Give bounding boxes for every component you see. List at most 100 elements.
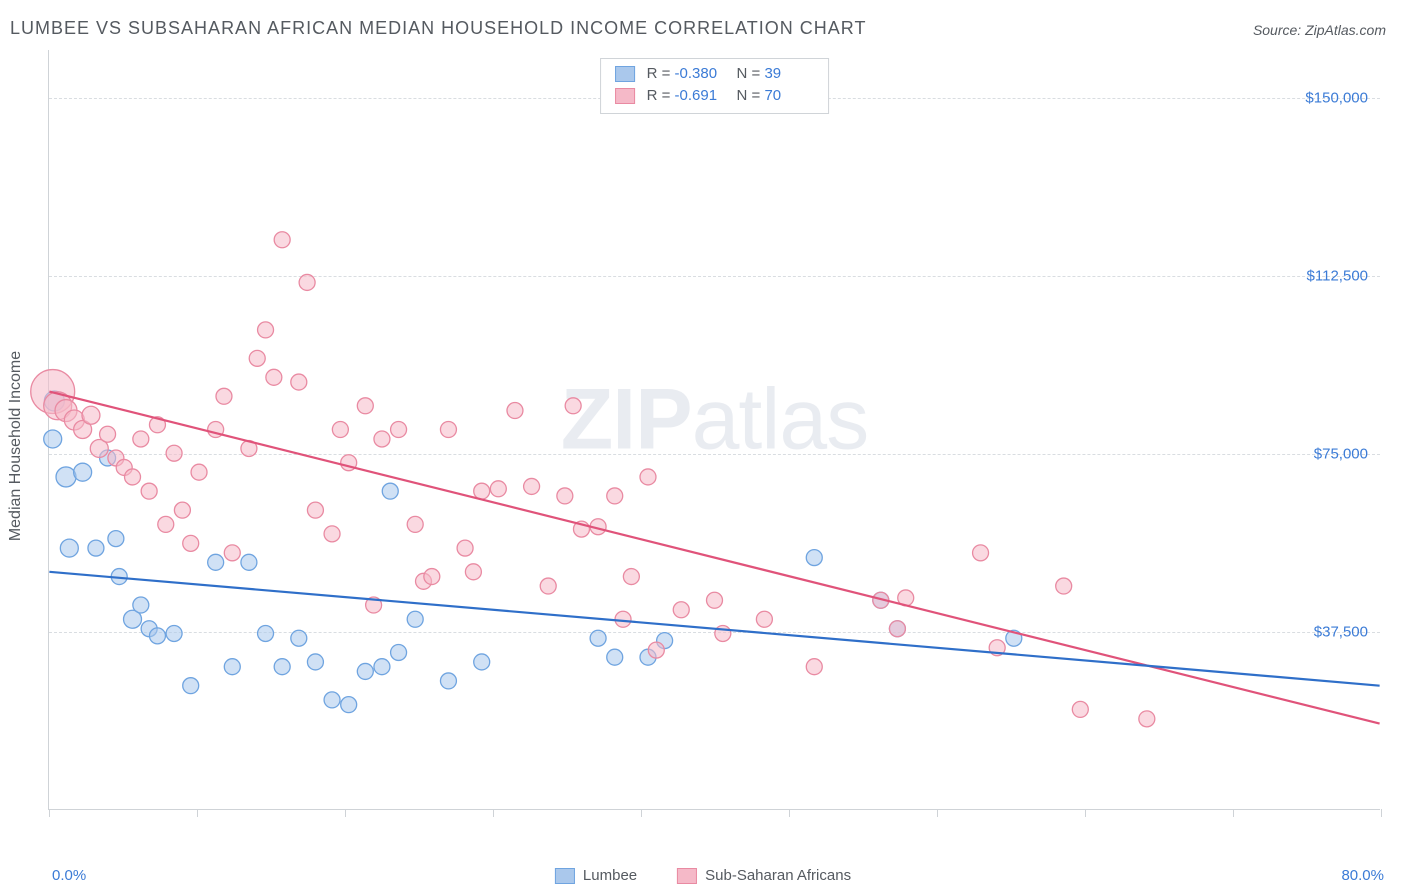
- correlation-legend: R = -0.380 N = 39 R = -0.691 N = 70: [600, 58, 830, 114]
- chart-container: LUMBEE VS SUBSAHARAN AFRICAN MEDIAN HOUS…: [0, 0, 1406, 892]
- n-value-subsaharan: 70: [764, 85, 814, 107]
- r-label: R =: [647, 65, 671, 82]
- lumbee-point: [208, 554, 224, 570]
- lumbee-trendline: [49, 572, 1379, 686]
- xtick: [789, 809, 790, 817]
- subsaharan-point: [141, 483, 157, 499]
- xtick: [49, 809, 50, 817]
- subsaharan-point: [623, 569, 639, 585]
- legend-swatch-subsaharan: [677, 868, 697, 884]
- legend-item-lumbee: Lumbee: [555, 867, 637, 884]
- lumbee-point: [341, 697, 357, 713]
- subsaharan-point: [183, 535, 199, 551]
- subsaharan-point: [424, 569, 440, 585]
- subsaharan-point: [607, 488, 623, 504]
- lumbee-point: [224, 659, 240, 675]
- lumbee-point: [374, 659, 390, 675]
- subsaharan-point: [391, 422, 407, 438]
- legend-swatch-lumbee: [555, 868, 575, 884]
- subsaharan-point: [524, 478, 540, 494]
- source-label: Source: ZipAtlas.com: [1253, 22, 1386, 38]
- subsaharan-point: [191, 464, 207, 480]
- lumbee-point: [88, 540, 104, 556]
- xtick: [1085, 809, 1086, 817]
- legend-label-subsaharan: Sub-Saharan Africans: [705, 867, 851, 884]
- subsaharan-point: [648, 642, 664, 658]
- subsaharan-point: [440, 422, 456, 438]
- lumbee-point: [474, 654, 490, 670]
- lumbee-point: [241, 554, 257, 570]
- subsaharan-point: [133, 431, 149, 447]
- lumbee-point: [133, 597, 149, 613]
- corr-row-subsaharan: R = -0.691 N = 70: [615, 85, 815, 107]
- lumbee-point: [44, 430, 62, 448]
- lumbee-point: [60, 539, 78, 557]
- lumbee-point: [357, 663, 373, 679]
- lumbee-point: [274, 659, 290, 675]
- subsaharan-point: [324, 526, 340, 542]
- xtick: [937, 809, 938, 817]
- subsaharan-point: [224, 545, 240, 561]
- series-legend: Lumbee Sub-Saharan Africans: [555, 867, 851, 884]
- subsaharan-point: [465, 564, 481, 580]
- subsaharan-point: [756, 611, 772, 627]
- lumbee-point: [407, 611, 423, 627]
- subsaharan-point: [158, 516, 174, 532]
- chart-title: LUMBEE VS SUBSAHARAN AFRICAN MEDIAN HOUS…: [10, 18, 866, 39]
- subsaharan-point: [100, 426, 116, 442]
- subsaharan-point: [307, 502, 323, 518]
- xtick: [493, 809, 494, 817]
- subsaharan-point: [274, 232, 290, 248]
- lumbee-point: [307, 654, 323, 670]
- r-value-subsaharan: -0.691: [675, 85, 725, 107]
- swatch-lumbee: [615, 66, 635, 82]
- subsaharan-point: [299, 274, 315, 290]
- n-label-2: N =: [737, 87, 761, 104]
- subsaharan-point: [973, 545, 989, 561]
- lumbee-point: [590, 630, 606, 646]
- xtick: [1233, 809, 1234, 817]
- lumbee-point: [74, 463, 92, 481]
- subsaharan-point: [82, 406, 100, 424]
- subsaharan-point: [490, 481, 506, 497]
- subsaharan-point: [1139, 711, 1155, 727]
- subsaharan-point: [640, 469, 656, 485]
- lumbee-point: [382, 483, 398, 499]
- lumbee-point: [56, 467, 76, 487]
- lumbee-point: [149, 628, 165, 644]
- lumbee-point: [440, 673, 456, 689]
- subsaharan-point: [806, 659, 822, 675]
- swatch-subsaharan: [615, 88, 635, 104]
- lumbee-point: [258, 625, 274, 641]
- subsaharan-point: [1072, 701, 1088, 717]
- subsaharan-point: [258, 322, 274, 338]
- x-min-label: 0.0%: [52, 867, 86, 884]
- y-axis-label: Median Household Income: [7, 351, 25, 541]
- subsaharan-point: [249, 350, 265, 366]
- subsaharan-point: [216, 388, 232, 404]
- subsaharan-point: [540, 578, 556, 594]
- subsaharan-point: [332, 422, 348, 438]
- subsaharan-point: [266, 369, 282, 385]
- lumbee-point: [391, 644, 407, 660]
- subsaharan-point: [1056, 578, 1072, 594]
- plot-area: ZIPatlas $37,500$75,000$112,500$150,000 …: [48, 50, 1380, 810]
- subsaharan-point: [707, 592, 723, 608]
- r-value-lumbee: -0.380: [675, 63, 725, 85]
- subsaharan-point: [457, 540, 473, 556]
- lumbee-point: [324, 692, 340, 708]
- lumbee-point: [108, 531, 124, 547]
- xtick: [197, 809, 198, 817]
- scatter-svg: [49, 50, 1380, 809]
- n-value-lumbee: 39: [764, 63, 814, 85]
- lumbee-point: [806, 550, 822, 566]
- n-label: N =: [737, 65, 761, 82]
- subsaharan-point: [565, 398, 581, 414]
- lumbee-point: [291, 630, 307, 646]
- subsaharan-point: [166, 445, 182, 461]
- lumbee-point: [607, 649, 623, 665]
- subsaharan-point: [357, 398, 373, 414]
- legend-label-lumbee: Lumbee: [583, 867, 637, 884]
- corr-row-lumbee: R = -0.380 N = 39: [615, 63, 815, 85]
- subsaharan-point: [407, 516, 423, 532]
